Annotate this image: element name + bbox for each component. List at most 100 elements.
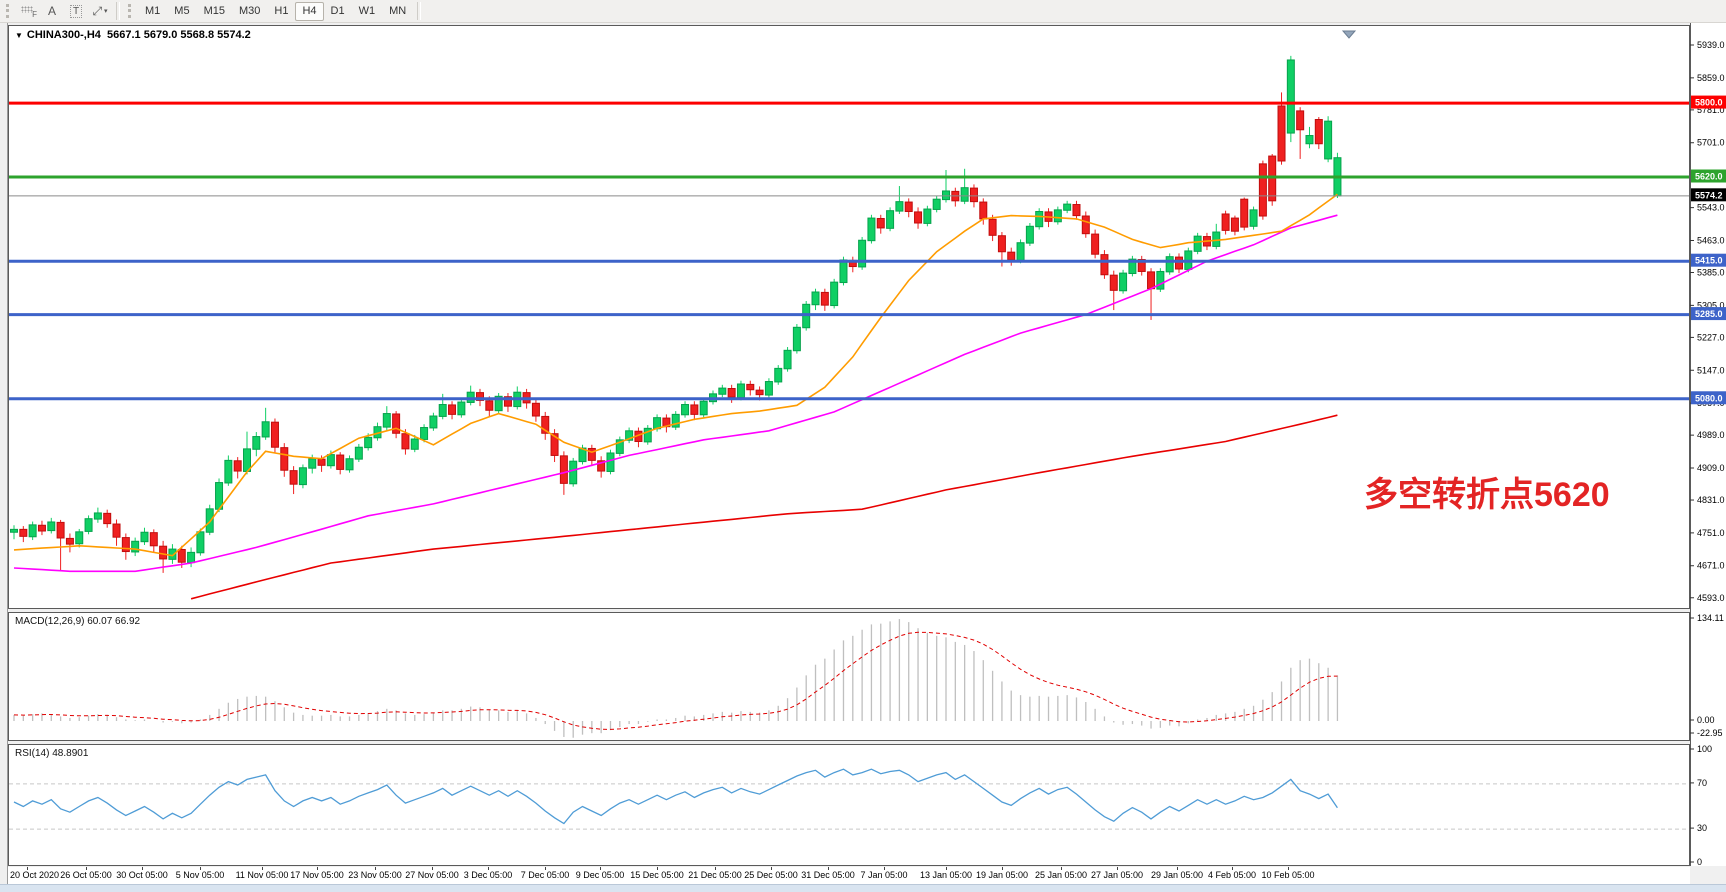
timeframe-group-handle[interactable] [128,4,134,18]
candle-body [1007,251,1016,261]
time-tick-label: 7 Jan 05:00 [860,870,908,880]
candle-body [1193,235,1202,252]
symbol-dropdown-icon[interactable]: ▼ [15,31,23,40]
chart-title-ohlc: 5667.1 5679.0 5568.8 5574.2 [107,29,251,41]
candle-body [252,436,261,450]
candle-body [1063,203,1072,211]
time-tick [432,867,433,870]
macd-canvas[interactable] [9,613,1689,740]
candle-body [671,413,680,428]
candle-body [923,208,932,224]
rsi-label: RSI(14) 48.8901 [15,748,89,759]
candle-body [364,436,373,449]
timeframe-button-mn[interactable]: MN [382,2,413,21]
timeframe-button-m30[interactable]: M30 [232,2,267,21]
candle-body [131,540,140,553]
rsi-panel[interactable]: RSI(14) 48.8901 [8,744,1690,866]
rsi-tick-label: 30 [1697,823,1707,833]
candle-body [438,404,447,417]
time-tick [946,867,947,870]
candle-body [326,454,335,467]
candle-body [345,458,354,471]
macd-tick-label: -22.95 [1697,728,1723,738]
time-tick [1177,867,1178,870]
candle-body [205,508,214,533]
price-chart-canvas[interactable] [9,26,1689,608]
candle-body [1175,256,1183,270]
time-tick [600,867,601,870]
mid-ma-line [13,214,1338,573]
candle-body [867,217,876,242]
price-chart-panel[interactable]: ▼ CHINA300-,H4 5667.1 5679.0 5568.8 5574.… [8,25,1690,609]
price-box-5285 [1691,307,1726,321]
cycle-arrows-tool-button[interactable]: ⤢ ▾ [88,1,112,21]
candle-body [84,518,93,532]
timeframe-button-h1[interactable]: H1 [267,2,295,21]
price-box-5080-label: 5080.0 [1695,393,1723,403]
candle-body [606,452,615,472]
rsi-canvas[interactable] [9,745,1689,865]
time-tick-label: 9 Dec 05:00 [575,870,625,880]
candle-body [196,531,205,554]
time-tick [884,867,885,870]
candle-body [289,470,298,485]
candle-body [942,190,950,201]
candle-body [718,387,727,395]
candle-body [121,537,130,553]
candle-body [1081,215,1090,235]
price-tick-label: 5147.0 [1697,365,1725,375]
time-tick [828,867,829,870]
candle-body [1212,231,1221,247]
candle-body [503,396,512,407]
candle-body [531,402,540,417]
text-label-tool-button[interactable]: A [40,1,64,21]
time-tick-label: 19 Jan 05:00 [975,870,1029,880]
candle-body [830,281,839,307]
candle-body [149,532,158,547]
timeframe-button-d1[interactable]: D1 [324,2,352,21]
indicator-grid-tool-button[interactable]: F [16,1,40,21]
candle-body [354,446,363,460]
price-tick-label: 5781.0 [1697,105,1725,115]
rsi-tick-label: 100 [1697,744,1712,754]
candle-body [541,415,550,434]
candle-body [177,548,186,563]
price-tick-label: 4989.0 [1697,430,1725,440]
time-tick [375,867,376,870]
time-tick-label: 29 Jan 05:00 [1150,870,1204,880]
candle-body [997,235,1006,253]
candle-body [224,459,233,484]
rsi-tick-label: 70 [1697,778,1707,788]
candle-body [1277,105,1286,162]
timeframe-button-h4[interactable]: H4 [295,1,324,21]
price-tick-label: 4751.0 [1697,528,1725,538]
timeframe-button-m15[interactable]: M15 [197,2,232,21]
annotation-text[interactable]: 多空转折点5620 [1364,476,1610,514]
candle-body [699,400,708,416]
time-axis[interactable]: 20 Oct 2020 26 Oct 05:00 30 Oct 05:00 5 Nov… [8,867,1690,884]
time-tick-label: 23 Nov 05:00 [348,870,402,880]
candle-body [1156,270,1165,290]
timeframe-button-m1[interactable]: M1 [138,2,167,21]
time-tick [488,867,489,870]
timeframe-button-m5[interactable]: M5 [167,2,196,21]
candle-body [792,326,801,352]
timeframe-button-w1[interactable]: W1 [352,2,383,21]
price-box-5800-label: 5800.0 [1695,98,1723,108]
chart-shift-marker-icon[interactable] [1341,30,1357,39]
toolbar-drag-handle[interactable] [6,4,12,18]
price-axis[interactable]: 5939.0 5859.0 5781.0 5701.0 5543.0 5463.0 5385… [1690,23,1726,866]
toolbar-separator [417,2,422,20]
macd-panel[interactable]: MACD(12,26,9) 60.07 66.92 [8,612,1690,741]
time-tick-label: 7 Dec 05:00 [520,870,570,880]
candle-body [550,433,559,456]
candle-body [960,187,969,202]
price-box-5415 [1691,253,1726,267]
textbox-tool-button[interactable]: T [64,1,88,21]
grid-f-icon: F [21,5,37,19]
time-tick [1002,867,1003,870]
cycle-arrows-icon: ⤢ [92,3,103,18]
macd-tick-label: 134.11 [1697,613,1724,623]
candle-body [811,291,820,306]
candle-body [1016,242,1025,261]
